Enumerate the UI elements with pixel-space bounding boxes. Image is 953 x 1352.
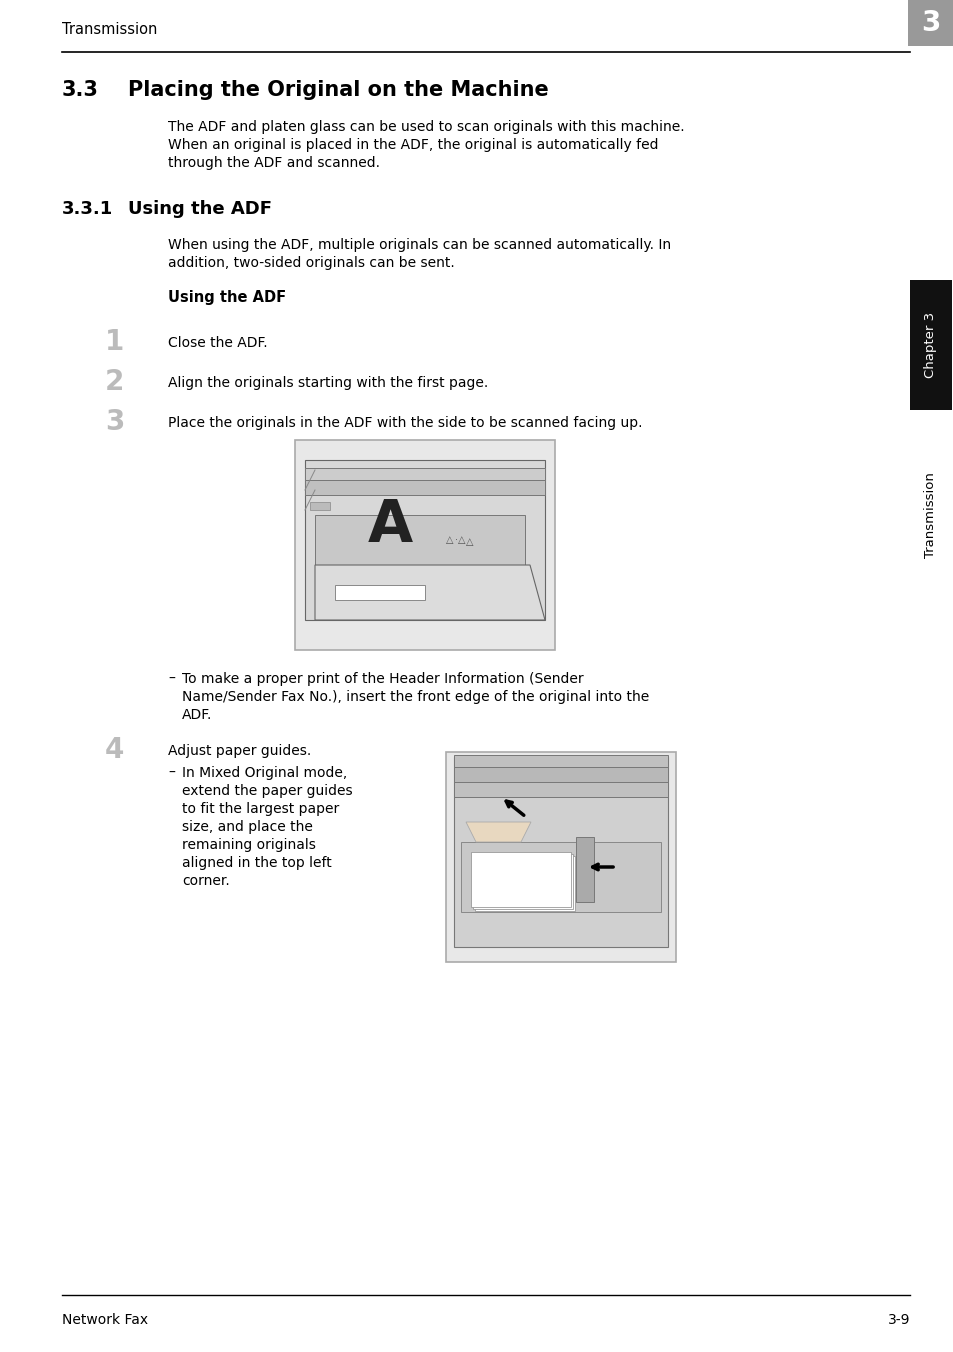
Bar: [294, 439, 555, 650]
Text: Transmission: Transmission: [923, 472, 937, 558]
Text: 2: 2: [105, 368, 124, 396]
Bar: [909, 280, 951, 410]
Text: 3: 3: [105, 408, 124, 435]
Polygon shape: [465, 822, 531, 842]
Bar: [473, 854, 573, 909]
Text: 3.3.1: 3.3.1: [62, 200, 113, 218]
Text: When an original is placed in the ADF, the original is automatically fed: When an original is placed in the ADF, t…: [168, 138, 658, 151]
Bar: [454, 757, 667, 796]
Text: to fit the largest paper: to fit the largest paper: [182, 802, 339, 817]
Text: Using the ADF: Using the ADF: [128, 200, 272, 218]
Text: addition, two-sided originals can be sent.: addition, two-sided originals can be sen…: [168, 256, 455, 270]
Text: Transmission: Transmission: [62, 23, 157, 38]
Text: 3.3: 3.3: [62, 80, 99, 100]
Text: 1: 1: [105, 329, 124, 356]
Text: Close the ADF.: Close the ADF.: [168, 337, 268, 350]
Text: In Mixed Original mode,: In Mixed Original mode,: [182, 767, 347, 780]
Bar: [460, 842, 660, 913]
Bar: [907, 0, 953, 46]
Text: When using the ADF, multiple originals can be scanned automatically. In: When using the ADF, multiple originals c…: [168, 238, 670, 251]
Bar: [314, 515, 524, 571]
Text: remaining originals: remaining originals: [182, 838, 315, 852]
Text: 4: 4: [105, 735, 124, 764]
Text: Align the originals starting with the first page.: Align the originals starting with the fi…: [168, 376, 488, 389]
Text: 3-9: 3-9: [886, 1313, 909, 1328]
Text: corner.: corner.: [182, 873, 230, 888]
Text: 3: 3: [921, 9, 940, 37]
Text: Network Fax: Network Fax: [62, 1313, 148, 1328]
Bar: [454, 767, 667, 781]
Bar: [576, 837, 594, 902]
Text: A: A: [367, 496, 412, 553]
Bar: [305, 480, 544, 495]
Text: Placing the Original on the Machine: Placing the Original on the Machine: [128, 80, 548, 100]
Text: Chapter 3: Chapter 3: [923, 312, 937, 379]
Polygon shape: [335, 585, 424, 600]
Text: ·△: ·△: [455, 535, 465, 545]
Text: To make a proper print of the Header Information (Sender: To make a proper print of the Header Inf…: [182, 672, 583, 685]
Text: aligned in the top left: aligned in the top left: [182, 856, 332, 869]
Text: Using the ADF: Using the ADF: [168, 289, 286, 306]
Text: Name/Sender Fax No.), insert the front edge of the original into the: Name/Sender Fax No.), insert the front e…: [182, 690, 649, 704]
Bar: [454, 757, 667, 946]
Text: extend the paper guides: extend the paper guides: [182, 784, 353, 798]
Text: Place the originals in the ADF with the side to be scanned facing up.: Place the originals in the ADF with the …: [168, 416, 641, 430]
Text: size, and place the: size, and place the: [182, 821, 313, 834]
Polygon shape: [314, 565, 544, 621]
Bar: [310, 502, 330, 510]
Bar: [471, 852, 571, 907]
Text: through the ADF and scanned.: through the ADF and scanned.: [168, 155, 379, 170]
Text: –: –: [168, 672, 174, 685]
Bar: [475, 856, 575, 911]
Text: △: △: [446, 535, 454, 545]
Bar: [454, 754, 667, 767]
Bar: [305, 468, 544, 480]
Text: –: –: [168, 767, 174, 780]
Text: The ADF and platen glass can be used to scan originals with this machine.: The ADF and platen glass can be used to …: [168, 120, 684, 134]
Text: Adjust paper guides.: Adjust paper guides.: [168, 744, 311, 758]
Polygon shape: [305, 460, 544, 621]
Text: ADF.: ADF.: [182, 708, 213, 722]
Bar: [446, 752, 676, 963]
Text: △: △: [466, 537, 474, 548]
